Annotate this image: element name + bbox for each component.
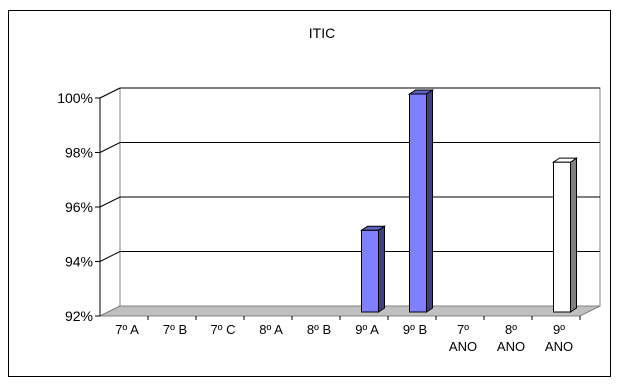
floor [99,305,601,317]
bar-top [551,157,579,163]
bar [359,225,387,313]
x-tick-label: 8º A [259,322,283,337]
y-tick-label: 94% [65,254,93,270]
x-tick-label: 9º A [355,322,379,337]
bar-side [378,225,385,313]
bar-side [426,89,433,313]
x-tick-label: ANO [545,339,573,354]
y-tick-label: 96% [65,199,93,215]
x-tick-label: 7º C [211,322,236,337]
bar-front [409,93,427,313]
x-tick-label: ANO [449,339,477,354]
bar [551,157,579,313]
x-tick-label: ANO [497,339,525,354]
gridline [99,142,600,153]
bar-top [359,225,387,231]
gridline [99,251,600,262]
x-tick-label: 8º B [307,322,331,337]
x-tick-label: 7º [457,322,469,337]
gridline [99,87,600,99]
y-tick-label: 92% [65,308,93,324]
bar-side [570,157,577,313]
bar [407,89,435,313]
y-tick-label: 100% [57,90,93,106]
x-tick-label: 9º B [403,322,427,337]
x-tick-label: 9º [553,322,565,337]
gridline [99,196,600,208]
bar-top [407,89,435,95]
y-tick-label: 98% [65,145,93,161]
x-tick-label: 7º A [115,322,139,337]
chart-title: ITIC [309,25,335,41]
x-tick-label: 7º B [163,322,187,337]
bar-front [553,161,571,313]
bar-front [361,229,379,313]
x-tick-label: 8º [505,322,517,337]
